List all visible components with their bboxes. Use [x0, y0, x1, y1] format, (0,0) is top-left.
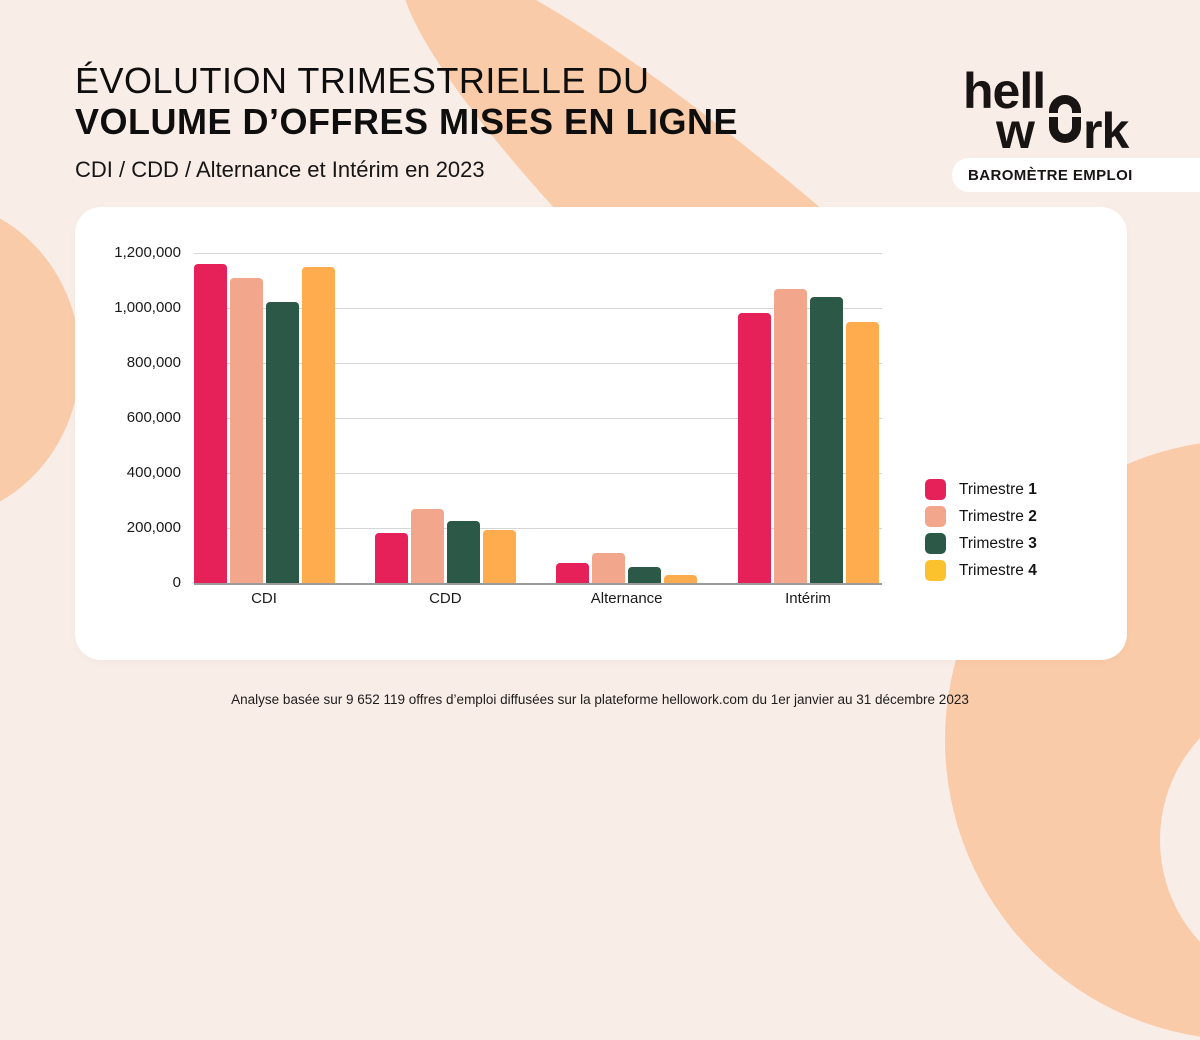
- bar-CDD-trimestre-1: [374, 533, 408, 583]
- logo-o-top-arc-icon: [1049, 95, 1081, 113]
- bar-Alternance-trimestre-4: [664, 575, 698, 583]
- y-axis-tick-label: 0: [172, 574, 181, 591]
- y-axis-tick-label: 200,000: [126, 519, 181, 536]
- legend-swatch-icon: [925, 479, 946, 500]
- bar-CDD-trimestre-2: [410, 509, 444, 583]
- bar-group-CDI: [193, 264, 335, 583]
- x-axis-label: Alternance: [590, 590, 663, 607]
- bar-CDI-trimestre-1: [193, 264, 227, 583]
- gridline: [194, 417, 882, 419]
- legend-swatch-icon: [925, 533, 946, 554]
- logo-text-w: w: [996, 103, 1035, 159]
- logo-o-bottom-arc-icon: [1049, 117, 1081, 143]
- badge-label: BAROMÈTRE EMPLOI: [968, 166, 1133, 184]
- gridline: [194, 527, 882, 529]
- legend-label: Trimestre 1: [959, 480, 1037, 498]
- bar-group-Intérim: [737, 289, 879, 583]
- bar-CDI-trimestre-4: [301, 267, 335, 583]
- y-axis-tick-label: 800,000: [126, 354, 181, 371]
- bar-CDD-trimestre-3: [446, 521, 480, 583]
- y-axis-tick-label: 1,000,000: [114, 299, 181, 316]
- legend-swatch-icon: [925, 506, 946, 527]
- bar-Intérim-trimestre-4: [845, 322, 879, 583]
- x-axis-label: CDI: [251, 590, 277, 607]
- x-axis-label: Intérim: [785, 590, 831, 607]
- barometre-emploi-badge: BAROMÈTRE EMPLOI: [952, 158, 1200, 192]
- page-title-line1: ÉVOLUTION TRIMESTRIELLE DU: [75, 60, 650, 101]
- x-axis-label: CDD: [429, 590, 462, 607]
- legend-swatch-icon: [925, 560, 946, 581]
- bar-Intérim-trimestre-1: [737, 313, 771, 583]
- page-subtitle: CDI / CDD / Alternance et Intérim en 202…: [75, 157, 485, 182]
- bar-group-Alternance: [556, 553, 698, 583]
- legend-item: Trimestre 2: [925, 506, 1037, 527]
- gridline: [194, 472, 882, 474]
- bar-Intérim-trimestre-3: [809, 297, 843, 583]
- plot-area: 0 200,000 400,000 600,000 800,000 1,000,000 1,…: [114, 244, 882, 607]
- bar-CDD-trimestre-4: [482, 530, 516, 583]
- y-axis-tick-label: 1,200,000: [114, 244, 181, 261]
- bar-group-CDD: [374, 509, 516, 583]
- source-note: Analyse basée sur 9 652 119 offres d’emp…: [231, 692, 969, 707]
- chart-card: 0 200,000 400,000 600,000 800,000 1,000,000 1,…: [75, 207, 1127, 660]
- gridline: [194, 362, 882, 364]
- legend-item: Trimestre 1: [925, 479, 1037, 500]
- bar-Alternance-trimestre-1: [556, 563, 590, 583]
- logo-text-rk: rk: [1083, 103, 1129, 159]
- gridline: [194, 252, 882, 254]
- legend-label: Trimestre 2: [959, 507, 1037, 525]
- legend: Trimestre 1 Trimestre 2 Trimestre 3 Trimest…: [925, 479, 1037, 587]
- hellowork-logo: hell w rk: [963, 66, 1148, 161]
- bar-CDI-trimestre-2: [229, 278, 263, 583]
- bar-Alternance-trimestre-2: [592, 553, 626, 583]
- y-axis-tick-label: 600,000: [126, 409, 181, 426]
- legend-item: Trimestre 3: [925, 533, 1037, 554]
- legend-label: Trimestre 4: [959, 561, 1037, 579]
- header: ÉVOLUTION TRIMESTRIELLE DU VOLUME D’OFFR…: [75, 60, 738, 183]
- legend-item: Trimestre 4: [925, 560, 1037, 581]
- gridline: [194, 307, 882, 309]
- bar-Intérim-trimestre-2: [773, 289, 807, 583]
- bar-CDI-trimestre-3: [265, 302, 299, 583]
- background-blob-left-edge: [0, 200, 80, 520]
- legend-label: Trimestre 3: [959, 534, 1037, 552]
- bar-Alternance-trimestre-3: [628, 567, 662, 583]
- logo-text-hell: hell: [963, 63, 1046, 119]
- page-title-line2: VOLUME D’OFFRES MISES EN LIGNE: [75, 101, 739, 142]
- y-axis-tick-label: 400,000: [126, 464, 181, 481]
